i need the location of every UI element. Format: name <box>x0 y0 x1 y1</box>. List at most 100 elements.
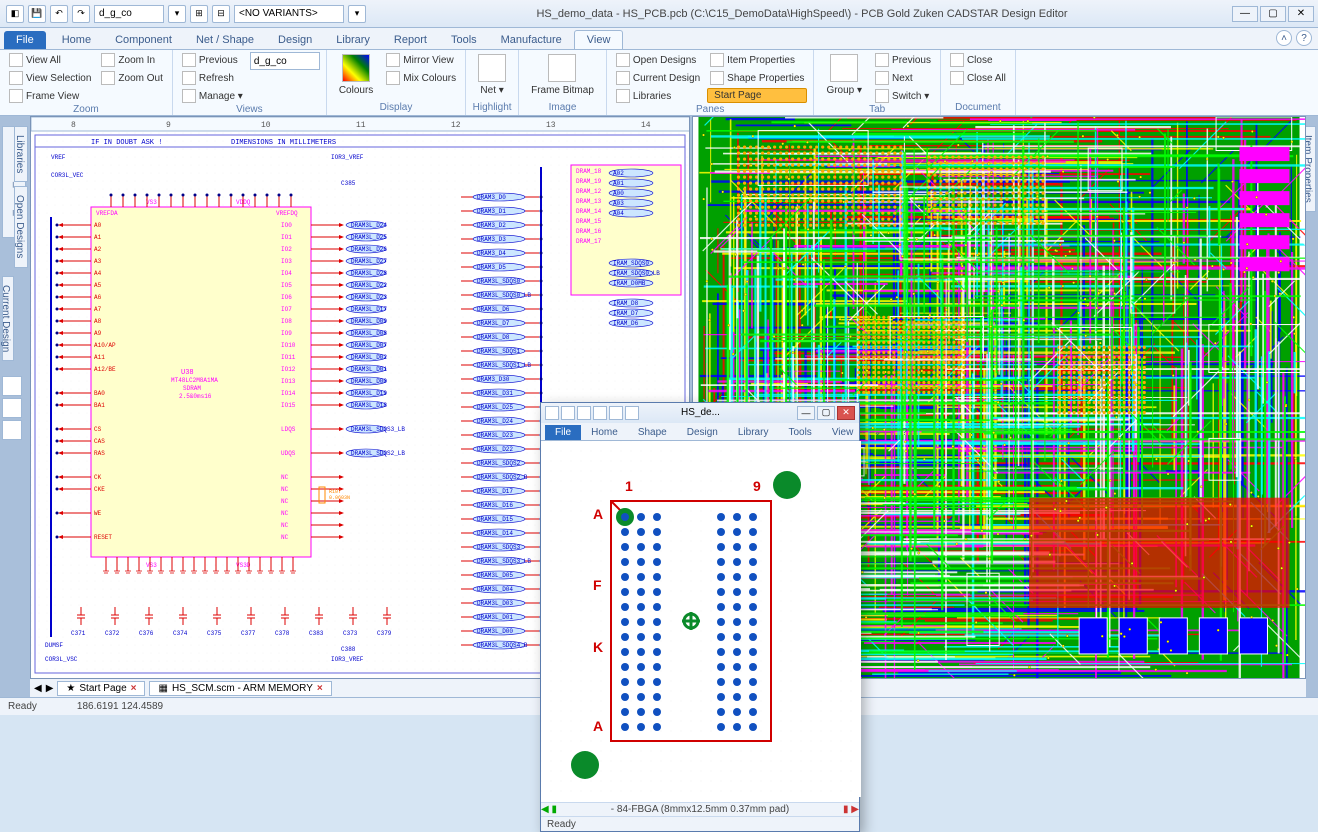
qat-more-icon[interactable]: ▾ <box>348 5 366 23</box>
toolbox-btn2[interactable] <box>2 398 22 418</box>
libraries-button[interactable]: Libraries <box>613 88 703 104</box>
child-tab-library[interactable]: Library <box>728 425 779 440</box>
close-icon[interactable]: × <box>317 683 323 694</box>
child-qat2-icon[interactable] <box>577 406 591 420</box>
child-qat4-icon[interactable] <box>609 406 623 420</box>
qat-tool2-icon[interactable]: ⊟ <box>212 5 230 23</box>
child-tab-file[interactable]: File <box>545 425 581 440</box>
footprint-editor-window[interactable]: HS_de... — ▢ ✕ File Home Shape Design Li… <box>540 402 860 832</box>
close-button[interactable]: ✕ <box>1288 6 1314 22</box>
qat-tool1-icon[interactable]: ⊞ <box>190 5 208 23</box>
group-label-document: Document <box>947 102 1009 113</box>
child-collapse-icon[interactable]: ⌄ <box>863 425 891 440</box>
child-help-icon[interactable]: ? <box>892 425 918 440</box>
doc-tab-startpage[interactable]: ★Start Page× <box>57 681 145 696</box>
refresh-button[interactable]: Refresh <box>179 70 246 86</box>
tab-group-button[interactable]: Group ▾ <box>820 52 868 98</box>
frame-view-button[interactable]: Frame View <box>6 88 94 104</box>
zoom-out-button[interactable]: Zoom Out <box>98 70 165 86</box>
ribbon-group-views: Previous Refresh Manage ▾ Views <box>173 50 327 115</box>
views-combo[interactable] <box>250 52 320 70</box>
child-qat3-icon[interactable] <box>593 406 607 420</box>
tab-home[interactable]: Home <box>50 31 103 49</box>
child-canvas[interactable]: 19AFKA <box>541 441 859 802</box>
child-tab-design[interactable]: Design <box>677 425 728 440</box>
child-titlebar[interactable]: HS_de... — ▢ ✕ <box>541 403 859 423</box>
sidetab-current-design[interactable]: Current Design <box>2 276 14 361</box>
previous-view-button[interactable]: Previous <box>179 52 246 68</box>
manage-views-button[interactable]: Manage ▾ <box>179 88 246 104</box>
current-design-icon <box>616 71 630 85</box>
view-all-button[interactable]: View All <box>6 52 94 68</box>
sidetab-open-designs[interactable]: Open Designs <box>14 186 28 267</box>
child-tab-view[interactable]: View <box>822 425 864 440</box>
tab-net-shape[interactable]: Net / Shape <box>184 31 266 49</box>
child-maximize-button[interactable]: ▢ <box>817 406 835 420</box>
child-tab-home[interactable]: Home <box>581 425 628 440</box>
mix-colours-button[interactable]: Mix Colours <box>383 70 459 86</box>
group-label-zoom: Zoom <box>6 104 166 115</box>
doc-tab-schematic[interactable]: ▦HS_SCM.scm - ARM MEMORY× <box>149 681 331 696</box>
highlight-net-button[interactable]: Net ▾ <box>472 52 512 98</box>
child-close-button[interactable]: ✕ <box>837 406 855 420</box>
status-coords: 186.6191 124.4589 <box>77 701 163 712</box>
mirror-view-button[interactable]: Mirror View <box>383 52 459 68</box>
view-selection-button[interactable]: View Selection <box>6 70 94 86</box>
toolbox-btn1[interactable] <box>2 376 22 396</box>
sidetab-libraries[interactable]: Libraries <box>14 126 28 182</box>
tab-library[interactable]: Library <box>324 31 382 49</box>
minimize-button[interactable]: — <box>1232 6 1258 22</box>
child-qat1-icon[interactable] <box>561 406 575 420</box>
doc-close-all-button[interactable]: Close All <box>947 70 1009 86</box>
toolbox-btn3[interactable] <box>2 420 22 440</box>
group-label-views: Views <box>179 104 320 115</box>
colours-icon <box>342 54 370 82</box>
tab-previous-button[interactable]: Previous <box>872 52 934 68</box>
group-label-image: Image <box>525 102 600 113</box>
tab-switch-button[interactable]: Switch ▾ <box>872 88 934 104</box>
maximize-button[interactable]: ▢ <box>1260 6 1286 22</box>
doc-tabs-scroll-left[interactable]: ◀ <box>34 683 42 694</box>
doc-tabs-scroll-right[interactable]: ▶ <box>46 683 54 694</box>
group-label-highlight: Highlight <box>472 102 512 113</box>
tab-prev-icon <box>875 53 889 67</box>
ribbon-minimize-icon[interactable]: ˄ <box>1276 30 1292 46</box>
tab-manufacture[interactable]: Manufacture <box>489 31 574 49</box>
child-qat5-icon[interactable] <box>625 406 639 420</box>
ribbon-group-zoom: View All View Selection Frame View Zoom … <box>0 50 173 115</box>
qat-search-input[interactable] <box>94 5 164 23</box>
shape-properties-button[interactable]: Shape Properties <box>707 70 807 86</box>
qat-app-icon[interactable]: ◧ <box>6 5 24 23</box>
child-minimize-button[interactable]: — <box>797 406 815 420</box>
qat-undo-icon[interactable]: ↶ <box>50 5 68 23</box>
current-design-button[interactable]: Current Design <box>613 70 703 86</box>
qat-redo-icon[interactable]: ↷ <box>72 5 90 23</box>
tab-component[interactable]: Component <box>103 31 184 49</box>
child-ribbon-tabs: File Home Shape Design Library Tools Vie… <box>541 423 859 441</box>
close-icon[interactable]: × <box>131 683 137 694</box>
ribbon-group-panes: Open Designs Current Design Libraries It… <box>607 50 815 115</box>
frame-bitmap-button[interactable]: Frame Bitmap <box>525 52 600 98</box>
child-tab-tools[interactable]: Tools <box>778 425 821 440</box>
tab-tools[interactable]: Tools <box>439 31 489 49</box>
open-designs-button[interactable]: Open Designs <box>613 52 703 68</box>
tab-report[interactable]: Report <box>382 31 439 49</box>
zoom-out-icon <box>101 71 115 85</box>
tab-next-button[interactable]: Next <box>872 70 934 86</box>
variants-combo[interactable] <box>234 5 344 23</box>
item-properties-button[interactable]: Item Properties <box>707 52 807 68</box>
help-icon[interactable]: ? <box>1296 30 1312 46</box>
group-label-panes: Panes <box>613 104 808 115</box>
start-page-button[interactable]: Start Page <box>707 88 807 103</box>
tab-design[interactable]: Design <box>266 31 324 49</box>
colours-button[interactable]: Colours <box>333 52 379 98</box>
child-app-icon[interactable] <box>545 406 559 420</box>
doc-close-button[interactable]: Close <box>947 52 1009 68</box>
zoom-in-button[interactable]: Zoom In <box>98 52 165 68</box>
qat-dropdown-icon[interactable]: ▾ <box>168 5 186 23</box>
child-tab-shape[interactable]: Shape <box>628 425 677 440</box>
tab-file[interactable]: File <box>4 31 46 49</box>
ribbon-group-image: Frame Bitmap Image <box>519 50 607 115</box>
qat-save-icon[interactable]: 💾 <box>28 5 46 23</box>
tab-view[interactable]: View <box>574 30 624 49</box>
